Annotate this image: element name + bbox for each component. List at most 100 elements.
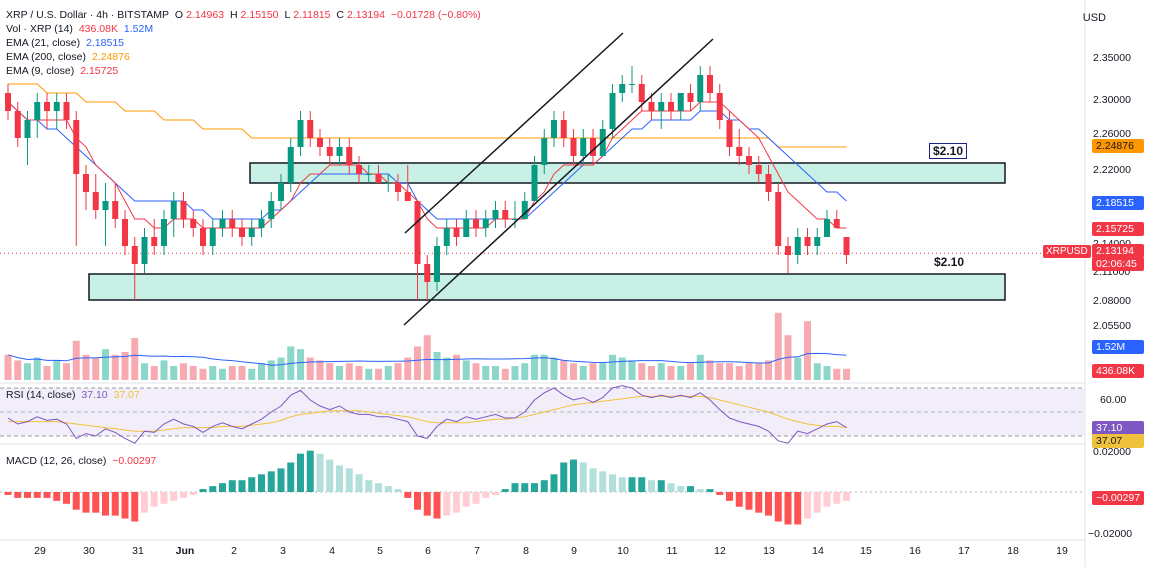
candle-body: [190, 219, 197, 228]
time-tick: 30: [83, 545, 95, 557]
macd-bar: [248, 477, 256, 492]
volume-bar: [111, 354, 119, 380]
time-tick: 31: [132, 545, 144, 557]
time-tick: 14: [812, 545, 824, 557]
volume-bar: [141, 363, 148, 380]
macd-bar: [297, 453, 304, 492]
rsi-legend[interactable]: RSI (14, close) 37.10 37.07: [6, 388, 143, 402]
candle-body: [229, 219, 236, 228]
volume-bar: [579, 366, 587, 380]
macd-bar: [131, 492, 139, 522]
macd-bar: [287, 462, 295, 492]
candle-body: [443, 228, 450, 246]
indicator-label: Vol · XRP (14): [6, 23, 73, 35]
macd-bar: [4, 492, 12, 495]
macd-bar: [141, 492, 148, 513]
upper-level-callout[interactable]: $2.10: [929, 143, 968, 159]
candle: [112, 183, 119, 228]
volume-bar: [404, 357, 412, 380]
volume-bar: [706, 360, 714, 380]
macd-bar: [794, 492, 802, 525]
candle-body: [541, 138, 548, 165]
macd-bar: [345, 468, 353, 492]
macd-bar: [443, 492, 451, 516]
macd-bar: [404, 492, 412, 498]
candle-body: [131, 246, 138, 264]
candle-body: [63, 102, 70, 120]
volume-bar: [14, 360, 22, 380]
macd-bar: [687, 486, 694, 492]
candle: [833, 210, 840, 228]
candle: [336, 138, 343, 165]
candle: [473, 210, 479, 237]
candle-body: [200, 228, 206, 246]
volume-bar: [306, 357, 314, 380]
indicator-ema9[interactable]: EMA (9, close) 2.15725: [6, 64, 484, 78]
candle: [697, 66, 704, 111]
candle-body: [492, 210, 499, 219]
candle-body: [794, 237, 801, 255]
change-value: −0.01728 (−0.80%): [390, 9, 481, 21]
candle-body: [219, 219, 226, 228]
candle: [541, 129, 548, 174]
rsi-line: [7, 385, 847, 444]
candle: [44, 93, 50, 129]
candle-body: [726, 120, 733, 147]
macd-bar: [813, 492, 821, 513]
indicator-ema200[interactable]: EMA (200, close) 2.24876: [6, 50, 484, 64]
candle-body: [463, 219, 470, 237]
candle-body: [804, 237, 811, 246]
candle: [404, 165, 411, 201]
time-tick: 5: [377, 545, 383, 557]
lower-level-callout[interactable]: $2.10: [934, 255, 965, 269]
volume-bar: [384, 366, 392, 380]
macd-bar: [453, 492, 460, 513]
macd-bar: [189, 492, 197, 495]
volume-bar: [345, 363, 353, 380]
macd-legend[interactable]: MACD (12, 26, close) −0.00297: [6, 454, 159, 468]
volume-bar: [667, 366, 675, 380]
candle: [268, 192, 275, 228]
candle: [190, 210, 197, 237]
candle-body: [570, 138, 577, 156]
macd-bar: [462, 492, 470, 507]
candle: [131, 237, 138, 300]
symbol-title: XRP / U.S. Dollar · 4h · BITSTAMP: [6, 9, 169, 21]
candle-body: [356, 165, 362, 174]
macd-bar: [209, 486, 217, 492]
volume-bar: [4, 354, 12, 380]
candle-body: [833, 219, 840, 228]
candle: [824, 210, 830, 237]
candle: [219, 210, 226, 237]
candle-body: [619, 84, 626, 93]
time-tick: 17: [958, 545, 970, 557]
macd-bar: [823, 492, 831, 507]
macd-bar: [170, 492, 178, 501]
countdown-tag: 02:06:45: [1092, 257, 1144, 271]
volume-bar: [297, 349, 304, 380]
candle: [5, 84, 11, 120]
macd-bar: [24, 492, 31, 498]
candle: [170, 192, 177, 237]
macd-bar: [482, 492, 490, 498]
candle-body: [521, 201, 528, 219]
ema200-line: [8, 83, 847, 148]
candle-body: [83, 174, 89, 192]
volume-bar: [462, 360, 470, 380]
volume-bar: [24, 363, 31, 380]
candle: [73, 111, 80, 246]
indicator-ema21[interactable]: EMA (21, close) 2.18515: [6, 36, 484, 50]
candle-body: [239, 228, 245, 237]
currency-label[interactable]: USD: [1082, 12, 1106, 24]
macd-tick: 0.02000: [1093, 446, 1131, 458]
candle-body: [629, 84, 635, 85]
candle: [161, 210, 167, 255]
symbol-line: XRP / U.S. Dollar · 4h · BITSTAMP O 2.149…: [6, 8, 484, 22]
candle: [658, 93, 665, 129]
indicator-vol[interactable]: Vol · XRP (14) 436.08K 1.52M: [6, 22, 484, 36]
macd-bar: [160, 492, 168, 504]
indicator-value: 2.18515: [86, 37, 125, 49]
macd-bar: [180, 492, 187, 498]
macd-bar: [599, 471, 607, 492]
